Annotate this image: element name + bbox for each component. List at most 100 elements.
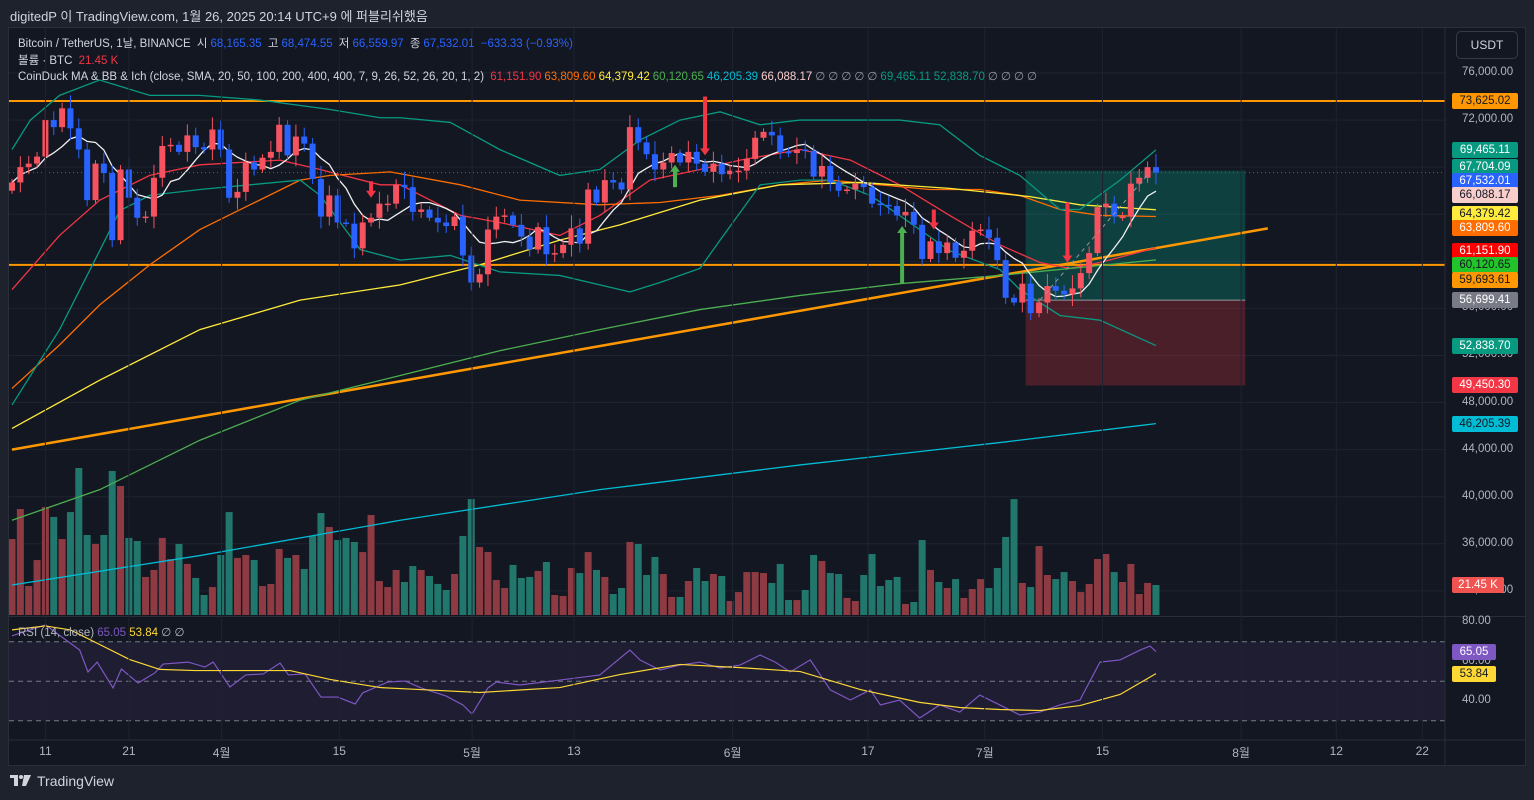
footer-brand[interactable]: TradingView	[37, 773, 115, 789]
candle-body	[493, 216, 500, 230]
indicator-value: 46,205.39	[706, 71, 759, 83]
volume-bar	[768, 582, 776, 615]
price-tick-label: 36,000.00	[1462, 536, 1514, 549]
symbol-title[interactable]: Bitcoin / TetherUS, 1날, BINANCE	[18, 38, 191, 50]
currency-button[interactable]: USDT	[1456, 31, 1518, 59]
indicator-value: 61,151.90	[490, 71, 542, 83]
price-badge: 52,838.70	[1452, 337, 1518, 354]
rsi-empty-1: ∅	[161, 627, 172, 639]
arrow-down-icon	[1065, 202, 1070, 257]
tradingview-logo-icon	[10, 775, 31, 786]
candle-body	[802, 149, 809, 152]
rsi-label[interactable]: RSI (14, close)	[18, 627, 95, 639]
rsi-line	[11, 624, 1157, 719]
candle-body	[351, 223, 358, 249]
candle-body	[994, 237, 1001, 261]
candle-body	[518, 224, 525, 237]
volume-bar	[1018, 582, 1026, 615]
footer: TradingView	[10, 773, 114, 789]
volume-legend: 볼륨 · BTC 21.45 K	[18, 52, 121, 68]
volume-bar	[217, 555, 225, 615]
candle-body	[601, 180, 608, 203]
candle-body	[902, 211, 909, 216]
candle-body	[576, 228, 583, 244]
volume-bar	[935, 581, 943, 615]
rsi-legend: RSI (14, close) 65.05 53.84 ∅ ∅	[18, 625, 185, 639]
candle-body	[67, 108, 74, 129]
rsi-ma-value: 53.84	[129, 627, 159, 639]
volume-bar	[618, 588, 626, 615]
candle-body	[259, 157, 266, 170]
candle-body	[677, 153, 683, 163]
candle-body	[1136, 177, 1143, 184]
volume-bar	[726, 601, 734, 615]
candle-body	[459, 216, 466, 256]
chart-frame	[8, 27, 1526, 766]
volume-bar	[259, 586, 266, 615]
price-badge: 67,704.09	[1452, 159, 1518, 176]
volume-bar	[92, 543, 99, 615]
candle-body	[309, 143, 316, 179]
candle-body	[142, 216, 149, 219]
candle-body	[284, 124, 291, 156]
volume-bar	[367, 515, 375, 615]
arrow-up-head-icon	[669, 164, 680, 172]
volume-bar	[542, 561, 550, 615]
candle-body	[860, 183, 867, 188]
volume-bar	[567, 568, 575, 615]
volume-bar	[743, 572, 751, 615]
volume-bar	[225, 512, 233, 615]
candle-body	[919, 224, 926, 259]
candle-body	[451, 216, 458, 227]
candle-body	[1052, 286, 1059, 291]
volume-bar	[593, 569, 600, 615]
volume-bar	[133, 541, 141, 615]
volume-bar	[117, 486, 125, 615]
candle-body	[334, 195, 341, 223]
candle-body	[1111, 203, 1118, 217]
candle-body	[434, 217, 441, 223]
volume-bar	[651, 556, 659, 615]
volume-bar	[175, 543, 183, 615]
open-label: 시	[196, 38, 208, 50]
volume-bar	[1035, 546, 1043, 615]
candle-body	[610, 180, 617, 183]
volume-bar	[292, 555, 300, 615]
candle-body	[75, 128, 82, 150]
volume-bar	[876, 586, 884, 615]
candle-body	[484, 229, 491, 275]
volume-bar	[300, 568, 308, 615]
arrow-down-head-icon	[928, 222, 939, 230]
position-profit-zone	[1025, 170, 1246, 301]
volume-badge: 21.45 K	[1452, 577, 1504, 593]
volume-bar	[200, 595, 208, 615]
time-axis-label: 7월	[975, 746, 994, 760]
indicator-value: 66,088.17	[761, 71, 813, 83]
price-badge: 63,809.60	[1452, 219, 1518, 236]
indicator-label[interactable]: CoinDuck MA & BB & Ich (close, SMA, 20, …	[18, 71, 485, 83]
volume-bar	[559, 595, 567, 615]
volume-bar	[342, 537, 350, 615]
volume-bar	[384, 587, 392, 615]
ma-line-sma-50	[11, 171, 1156, 389]
volume-bar	[676, 596, 684, 615]
candle-body	[301, 136, 308, 144]
price-badge: 64,379.42	[1452, 206, 1518, 223]
candle-body	[501, 215, 508, 217]
candle-body	[810, 150, 817, 177]
volume-bar	[242, 555, 250, 615]
price-badge: 49,450.30	[1452, 377, 1518, 394]
volume-bar	[910, 601, 918, 615]
candle-body	[944, 242, 951, 254]
price-tick-label: 72,000.00	[1462, 113, 1514, 126]
rsi-empty-2: ∅	[174, 627, 185, 639]
volume-label[interactable]: 볼륨 · BTC	[18, 55, 73, 67]
candle-body	[159, 145, 166, 178]
volume-bar	[492, 580, 500, 615]
time-axis-label: 13	[567, 744, 581, 758]
volume-bar	[275, 548, 283, 615]
volume-bar	[309, 535, 317, 615]
arrow-down-icon	[369, 181, 374, 192]
candle-body	[660, 162, 667, 170]
